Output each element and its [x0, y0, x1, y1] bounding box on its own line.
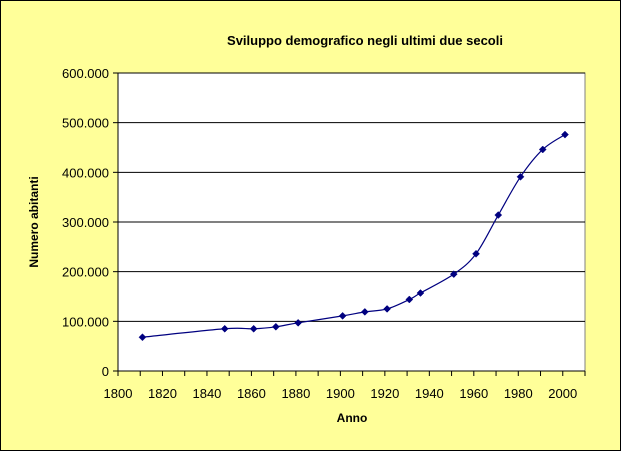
- data-point: [249, 324, 258, 333]
- x-tick-label: 1940: [415, 386, 444, 401]
- y-tick-label: 0: [102, 364, 109, 379]
- data-point: [494, 211, 503, 219]
- data-point: [294, 318, 302, 327]
- data-point: [449, 270, 458, 279]
- x-tick-label: 1860: [237, 386, 266, 401]
- x-tick-label: 1800: [104, 386, 133, 401]
- x-tick-label: 1920: [370, 386, 399, 401]
- x-tick-label: 1900: [326, 386, 355, 401]
- data-point: [416, 289, 425, 297]
- data-point: [138, 333, 147, 342]
- chart-title: Sviluppo demografico negli ultimi due se…: [227, 33, 503, 48]
- x-axis-label: Anno: [337, 411, 368, 425]
- data-point: [538, 145, 547, 154]
- x-tick-label: 1840: [192, 386, 221, 401]
- data-point: [472, 249, 480, 258]
- data-point: [220, 324, 229, 333]
- y-axis-label: Numero abitanti: [27, 176, 41, 267]
- y-tick-label: 100.000: [62, 314, 109, 329]
- axis-ticks: 0 100.000 200.000 300.000 400.000 500.000 600.…: [62, 66, 586, 401]
- data-point: [272, 322, 280, 331]
- y-tick-label: 300.000: [62, 215, 109, 230]
- x-tick-label: 1960: [459, 386, 488, 401]
- data-point: [360, 308, 369, 316]
- gridlines: [118, 72, 585, 322]
- x-tick-label: 1980: [504, 386, 533, 401]
- y-tick-label: 200.000: [62, 265, 109, 280]
- x-tick-label: 1880: [281, 386, 310, 401]
- data-point: [561, 130, 569, 139]
- data-point: [383, 305, 391, 313]
- data-point: [338, 312, 347, 320]
- series-line: [142, 134, 566, 338]
- x-tick-label: 1820: [148, 386, 177, 401]
- x-tick-label: 2000: [548, 386, 577, 401]
- data-markers: [138, 130, 569, 342]
- y-tick-label: 500.000: [62, 116, 109, 131]
- data-point: [516, 172, 525, 181]
- data-point: [405, 295, 414, 304]
- y-tick-label: 600.000: [62, 66, 109, 81]
- y-tick-label: 400.000: [62, 165, 109, 180]
